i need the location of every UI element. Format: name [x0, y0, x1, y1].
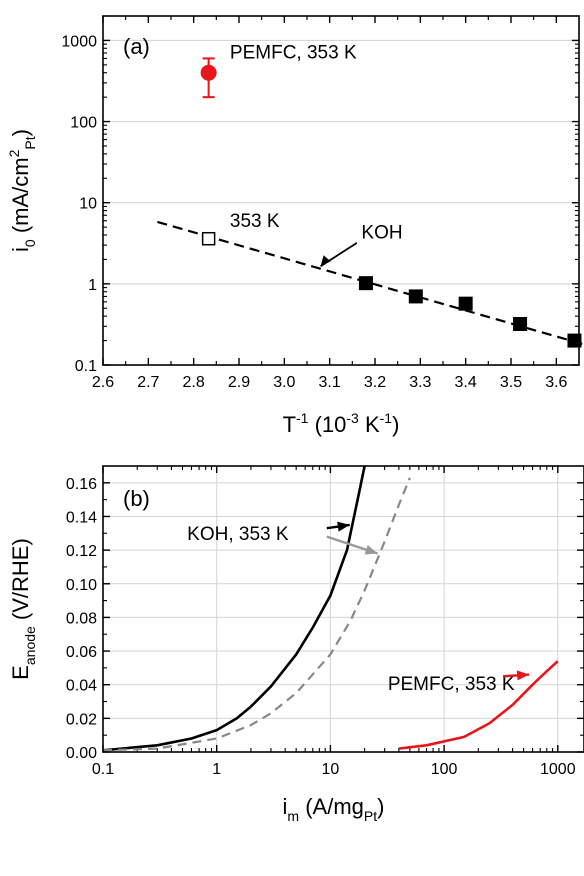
panel-a-label: (a): [123, 34, 150, 59]
x-tick-label-a: 3.0: [273, 374, 295, 391]
panel-b-arrows: [326, 521, 530, 681]
y-tick-label-b: 0.08: [66, 610, 97, 627]
koh-fit-line-group: [157, 220, 584, 346]
koh-point: [567, 333, 582, 348]
panel-b-marks: [103, 466, 559, 752]
annotation-pemfc-353k: PEMFC, 353 K: [388, 674, 515, 695]
panel-b-label: (b): [123, 486, 150, 511]
y-tick-label-a: 10: [79, 196, 97, 213]
koh-point: [358, 276, 373, 291]
y-axis-label-b: Eanode (V/RHE): [8, 538, 38, 680]
koh-dashed-curve: [103, 477, 411, 752]
pemfc-arrow-head: [516, 670, 530, 681]
annotation-pemfc: PEMFC, 353 K: [230, 42, 357, 63]
panel-a-frame: [102, 15, 580, 366]
y-axis-label-a: i0 (mA/cm2Pt): [6, 129, 38, 252]
y-tick-label-a: 0.1: [75, 358, 97, 375]
koh-point: [513, 317, 528, 332]
koh-fit-line: [157, 220, 584, 346]
y-tick-label-b: 0.06: [66, 644, 97, 661]
panel-b-ticks: 0.1 1 10 100 1000 0.00 0.02 0.04 0.06 0.08 0.10 0.1…: [66, 466, 584, 778]
x-tick-label-a: 2.8: [183, 374, 205, 391]
koh-arrow: [320, 242, 358, 267]
x-tick-label-a: 3.3: [409, 374, 431, 391]
y-tick-label-b: 0.16: [66, 476, 97, 493]
x-tick-label-b: 1: [212, 761, 221, 778]
x-axis-label-a: T-1 (10-3 K-1): [283, 410, 400, 437]
x-tick-label-a: 3.4: [455, 374, 477, 391]
x-tick-label-a: 2.6: [92, 374, 114, 391]
y-tick-label-a: 1000: [61, 33, 97, 50]
x-tick-label-a: 3.2: [364, 374, 386, 391]
y-tick-label-b: 0.10: [66, 577, 97, 594]
panel-a: 2.6 2.7 2.8 2.9 3.0 3.1 3.2 3.3 3.4 3.5 3.6 0.1 1 10 1…: [6, 15, 584, 437]
panel-a-marks: [200, 57, 582, 348]
panel-a-ticks: 2.6 2.7 2.8 2.9 3.0 3.1 3.2 3.3 3.4 3.5 3.6 0.1 1 10 1…: [61, 15, 579, 391]
y-tick-label-a: 100: [70, 115, 97, 132]
annotation-koh: KOH: [361, 223, 402, 244]
koh-point: [408, 289, 423, 304]
panel-b-grid: [103, 466, 584, 752]
x-tick-label-a: 2.9: [228, 374, 250, 391]
x-tick-label-a: 2.7: [137, 374, 159, 391]
x-tick-label-b: 100: [431, 761, 458, 778]
annotation-koh-353k: KOH, 353 K: [187, 524, 289, 545]
x-tick-label-a: 3.6: [545, 374, 567, 391]
pemfc-solid-curve: [398, 660, 559, 750]
koh-point: [458, 296, 473, 311]
annotation-353k: 353 K: [230, 211, 280, 232]
x-tick-label-b: 1000: [540, 761, 576, 778]
x-tick-label-a: 3.5: [500, 374, 522, 391]
y-tick-label-b: 0.12: [66, 543, 97, 560]
x-axis-label-b: im (A/mgPt): [283, 794, 385, 824]
koh-solid-arrow-head: [337, 521, 350, 532]
x-tick-label-b: 10: [322, 761, 340, 778]
y-tick-label-b: 0.04: [66, 678, 97, 695]
koh-arrow-head: [320, 255, 331, 267]
x-tick-label-b: 0.1: [92, 761, 114, 778]
pemfc-point: [200, 64, 217, 81]
y-tick-label-a: 1: [88, 277, 97, 294]
x-tick-label-a: 3.1: [319, 374, 341, 391]
y-tick-label-b: 0.14: [66, 509, 97, 526]
panel-b: 0.1 1 10 100 1000 0.00 0.02 0.04 0.06 0.08 0.10 0.1…: [8, 465, 584, 824]
y-tick-label-b: 0.00: [66, 745, 97, 762]
koh-solid-curve: [103, 466, 366, 752]
panel-a-grid: [103, 39, 579, 285]
panel-b-frame: [102, 465, 584, 753]
koh-dashed-arrow-head: [364, 544, 378, 555]
y-tick-label-b: 0.02: [66, 711, 97, 728]
koh-open-point: [201, 231, 216, 246]
